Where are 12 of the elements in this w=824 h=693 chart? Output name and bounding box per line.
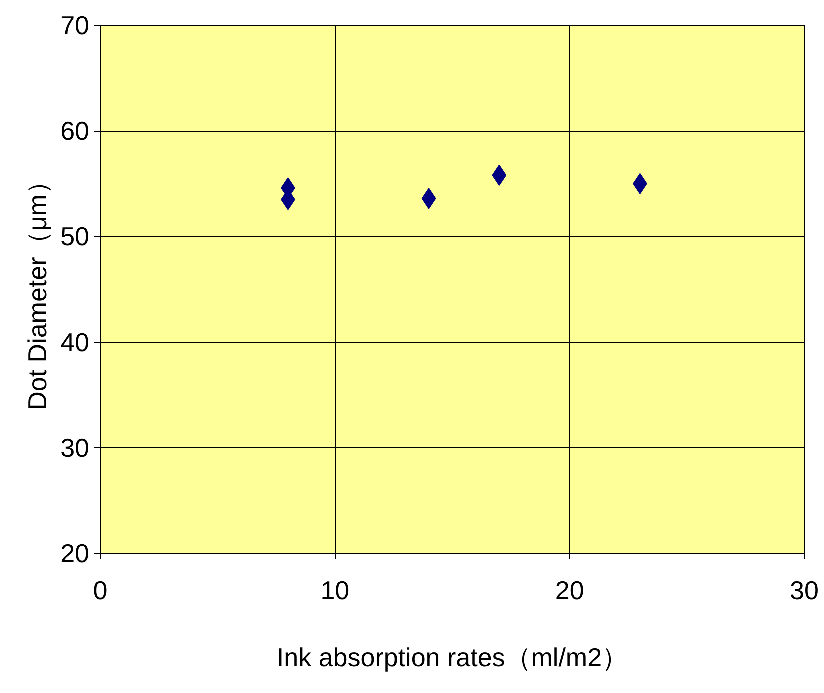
y-tick-label: 40 <box>60 327 90 358</box>
y-tick-label: 20 <box>60 538 90 568</box>
x-tick-label: 30 <box>790 576 819 606</box>
x-tick-label: 20 <box>555 576 584 606</box>
x-tick-label: 10 <box>320 576 350 606</box>
x-axis-title: Ink absorption rates（ml/m2） <box>276 642 628 672</box>
y-tick-label: 70 <box>60 10 90 40</box>
y-axis-title: Dot Diameter（μm） <box>22 168 53 410</box>
y-tick-label: 50 <box>60 222 90 252</box>
y-tick-label: 30 <box>60 432 90 463</box>
x-tick-label: 0 <box>93 576 108 606</box>
y-tick-label: 60 <box>60 116 90 146</box>
